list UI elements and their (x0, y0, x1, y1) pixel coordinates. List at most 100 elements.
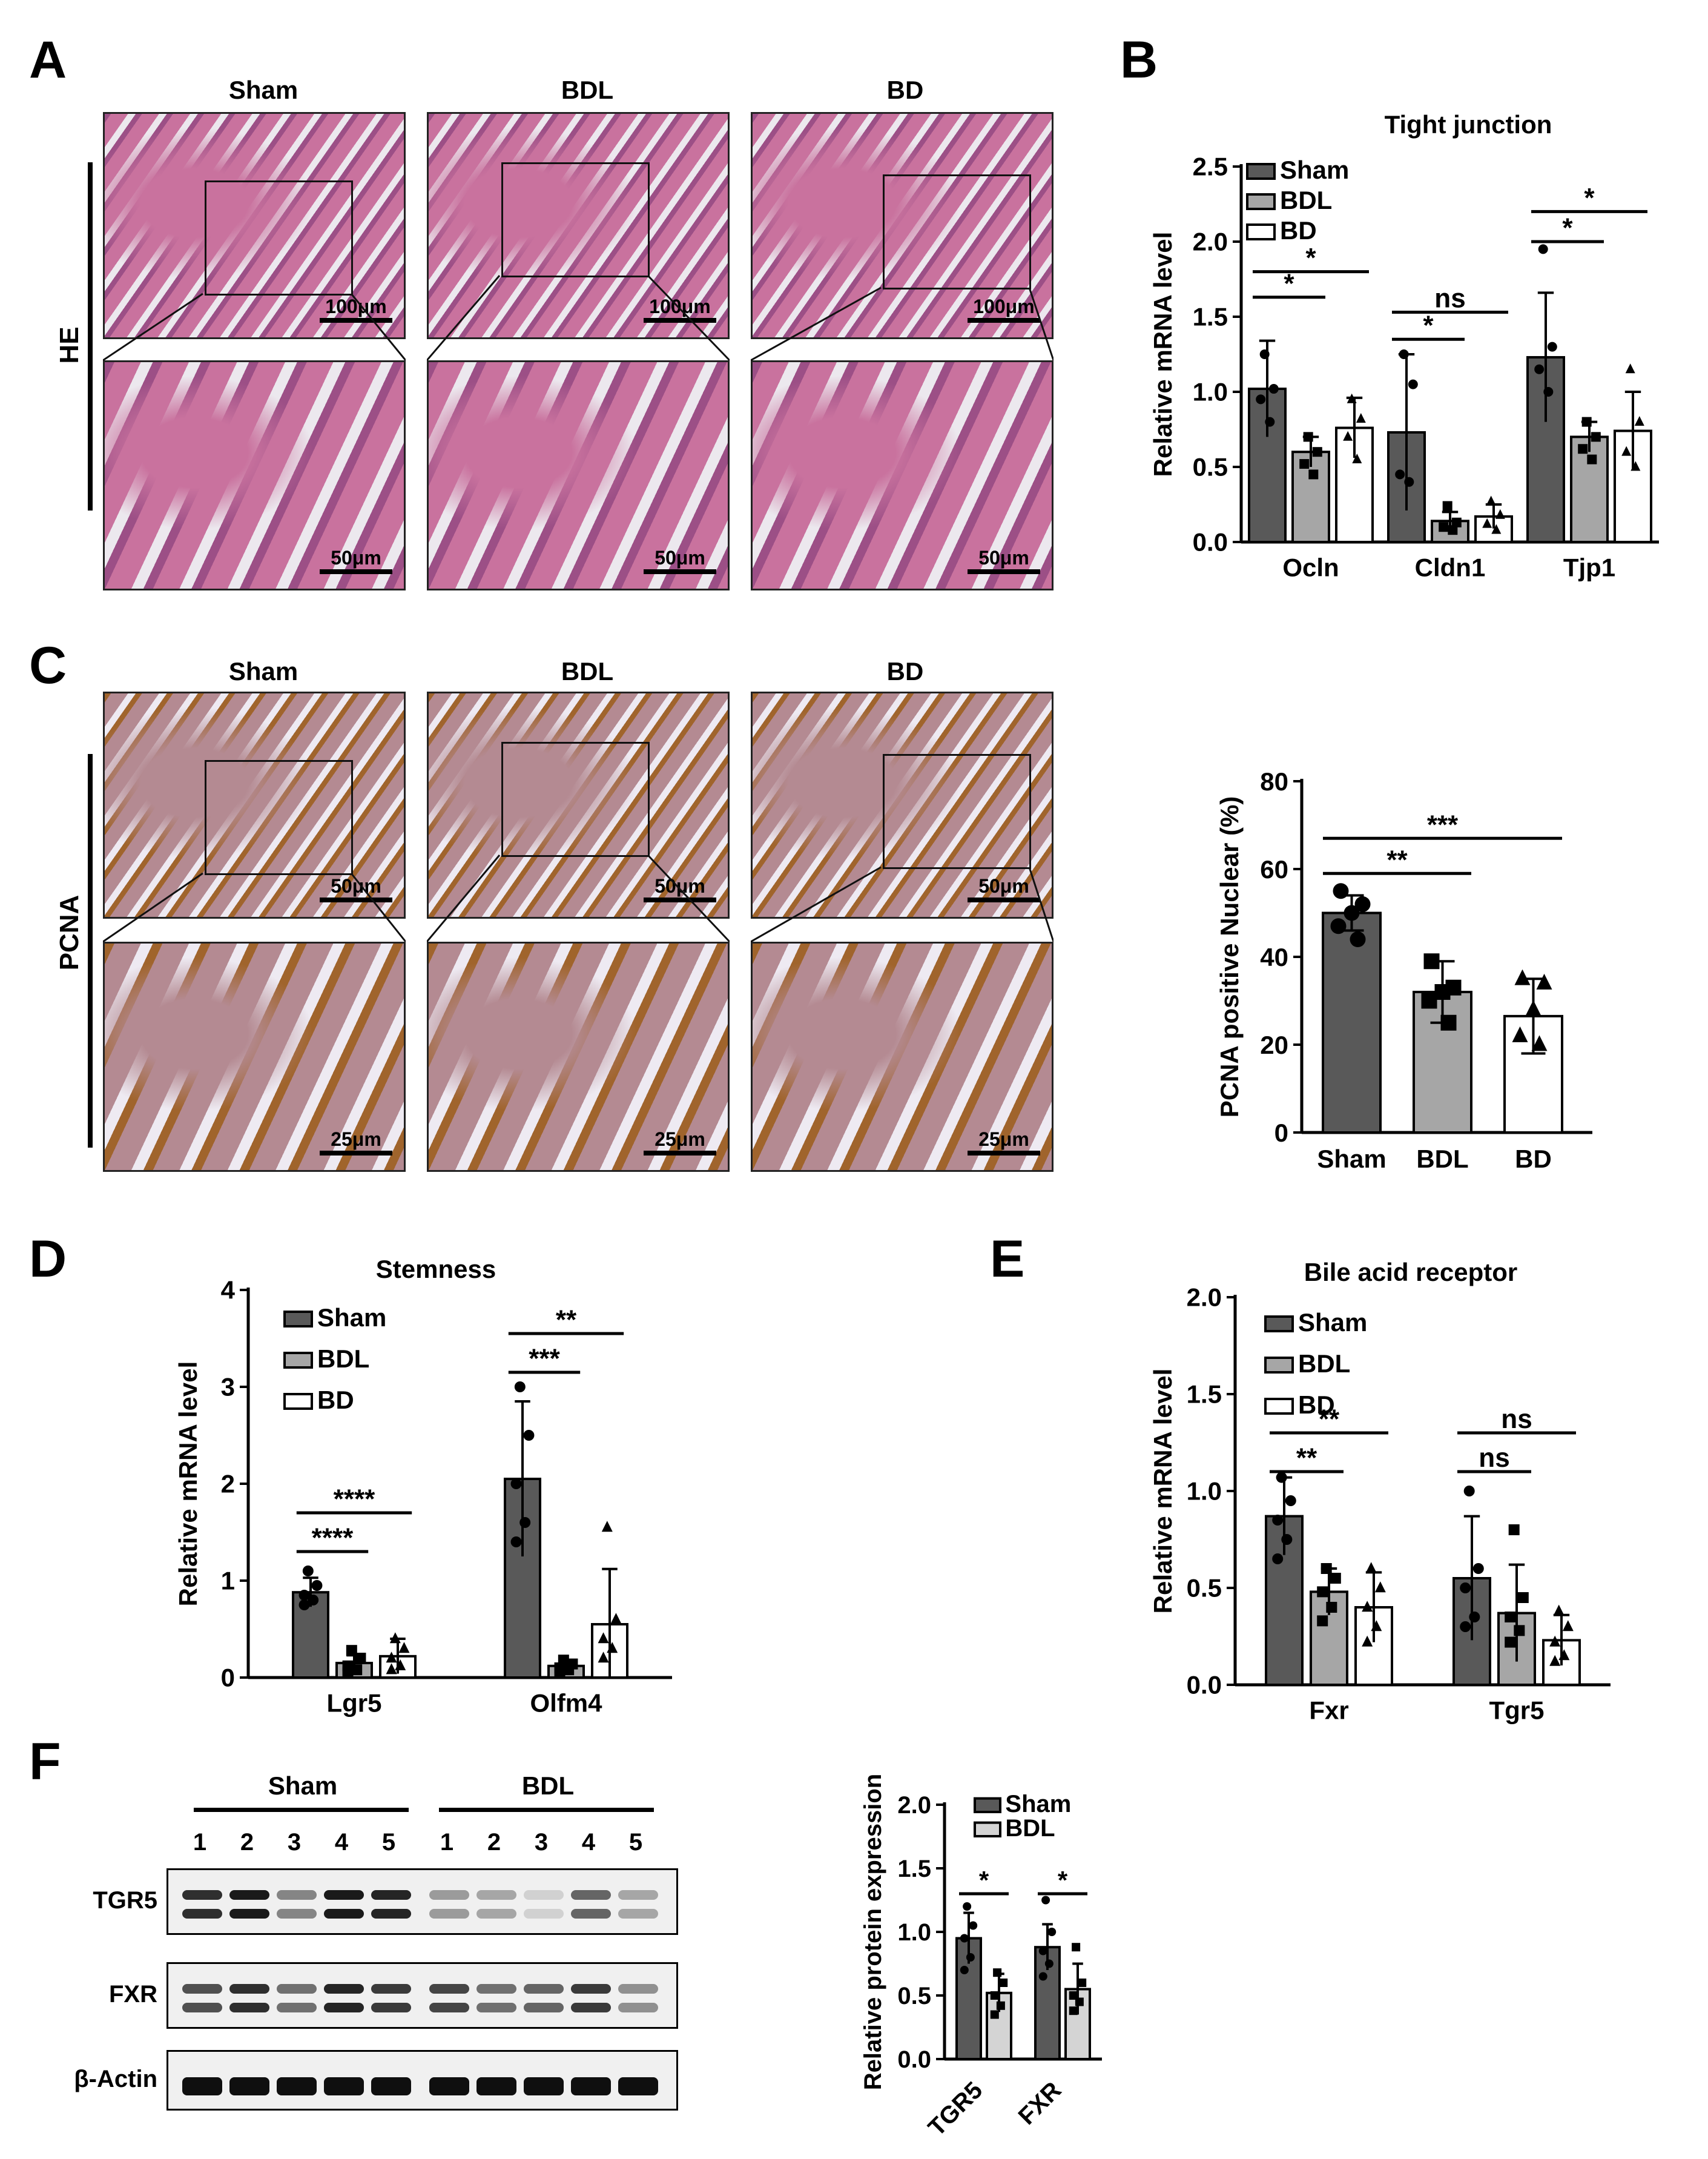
chart-d-point-1-0-1 (355, 1653, 366, 1664)
wb-band-0-6-1 (476, 1908, 516, 1919)
wb-band-0-8-1 (571, 1908, 611, 1919)
wb-band-1-6-0 (476, 1984, 516, 1994)
chart-c-xtick-label-0: Sham (1317, 1145, 1386, 1173)
chart-d-title: Stemness (376, 1255, 496, 1283)
wb-lane-label-0: 1 (193, 1829, 207, 1856)
chart-e-ytick-label-2: 1.0 (1187, 1477, 1222, 1506)
he-scale-bottom-1: 50μm (635, 547, 725, 574)
chart-b-ytick-label-1: 0.5 (1193, 453, 1228, 481)
chart-f-point-0-0-3 (966, 1953, 975, 1962)
chart-c-ylabel: PCNA positive Nuclear (%) (1215, 796, 1244, 1118)
chart-c-point-2-0 (1514, 969, 1531, 985)
chart-f-point-1-1-0 (1072, 1943, 1081, 1952)
chart-bile-acid-receptor: Bile acid receptor Relative mRNA level 0.0… (1149, 1258, 1611, 1725)
chart-d-point-2-0-3 (395, 1659, 406, 1670)
wb-band-0-4-1 (371, 1908, 411, 1919)
wb-band-0-0-0 (182, 1890, 222, 1900)
chart-e-point-1-1-4 (1505, 1636, 1516, 1648)
chart-b-point-2-0-0 (1347, 393, 1357, 403)
panel-letter-e: E (990, 1230, 1025, 1288)
chart-e-point-2-0-0 (1365, 1562, 1377, 1573)
chart-f-ytick-label-3: 1.5 (897, 1856, 931, 1882)
chart-c-point-0-4 (1350, 931, 1366, 947)
wb-band-0-9-0 (618, 1890, 658, 1900)
wb-band-1-4-1 (371, 2002, 411, 2012)
chart-c-point-2-4 (1531, 1035, 1548, 1051)
chart-e-point-1-0-4 (1317, 1615, 1328, 1627)
wb-lane-label-4: 5 (381, 1829, 396, 1856)
chart-e-point-0-1-4 (1460, 1621, 1471, 1632)
chart-f-ytick-label-1: 0.5 (897, 1983, 931, 2009)
chart-d-legend-label-2: BD (317, 1386, 354, 1414)
chart-f-point-0-1-3 (1044, 1959, 1053, 1968)
he-top-0: 100μm (103, 112, 406, 339)
he-scale-top-1: 100μm (635, 296, 725, 323)
chart-b-point-2-0-2 (1343, 431, 1353, 441)
chart-b-point-1-2-2 (1578, 444, 1588, 454)
wb-blot-fxr (167, 1962, 678, 2029)
chart-e-point-0-1-2 (1460, 1582, 1471, 1593)
chart-b-legend-swatch-1 (1246, 193, 1276, 210)
chart-b-point-1-0-3 (1308, 469, 1319, 480)
chart-e-ytick-label-3: 1.5 (1187, 1380, 1222, 1409)
he-bottom-1: 50μm (427, 360, 730, 590)
chart-f-point-0-1-2 (1038, 1946, 1047, 1956)
chart-e-point-1-0-1 (1330, 1573, 1341, 1584)
wb-band-1-6-1 (476, 2002, 516, 2012)
wb-blot-tgr5 (167, 1868, 678, 1935)
chart-b-point-1-2-0 (1581, 417, 1592, 427)
chart-b-point-1-0-0 (1303, 432, 1313, 442)
chart-b-xtick-label-2: Tjp1 (1563, 554, 1615, 582)
chart-e-legend-swatch-1 (1264, 1357, 1294, 1374)
chart-f-point-0-0-4 (960, 1966, 969, 1974)
panel-letter-f: F (29, 1733, 61, 1791)
chart-d-ytick-label-4: 4 (221, 1276, 236, 1304)
chart-d-legend-swatch-0 (283, 1311, 313, 1327)
chart-f-point-0-0-0 (963, 1902, 972, 1911)
wb-band-2-4-0 (371, 2077, 411, 2095)
pcna-condition-bdl: BDL (561, 657, 614, 686)
chart-e-point-0-1-1 (1472, 1563, 1484, 1574)
chart-b-sig-text-1-1: ns (1434, 284, 1465, 314)
chart-d-point-2-0-1 (398, 1642, 410, 1653)
pcna-scale-top-1: 50μm (635, 875, 725, 902)
chart-e-point-0-1-3 (1469, 1612, 1480, 1622)
panel-letter-d: D (29, 1230, 67, 1288)
chart-e-title: Bile acid receptor (1304, 1258, 1517, 1286)
chart-e-ytick-label-1: 0.5 (1187, 1574, 1222, 1602)
chart-d-point-0-1-3 (519, 1517, 531, 1528)
chart-d-ytick-label-3: 3 (221, 1373, 235, 1401)
chart-f-sig-text-0-0: * (979, 1866, 989, 1894)
chart-e-point-2-1-4 (1549, 1655, 1561, 1666)
chart-b-point-1-1-0 (1442, 501, 1452, 511)
chart-e-xtick-label-0: Fxr (1309, 1696, 1348, 1725)
chart-tight-junction: Tight junction Relative mRNA level 0.0 0.5 1… (1149, 110, 1659, 582)
chart-b-bar-bdl-2 (1570, 435, 1609, 544)
chart-e-point-2-0-3 (1371, 1620, 1382, 1632)
chart-c-point-0-0 (1333, 883, 1349, 899)
chart-b-point-0-2-2 (1534, 364, 1545, 374)
chart-protein-expression: Relative protein expression 0.0 0.5 1.0 1.5 2… (860, 1774, 1102, 2141)
chart-d-ytick-label-2: 2 (221, 1470, 235, 1498)
wb-band-1-0-1 (182, 2002, 222, 2012)
chart-e-legend-swatch-0 (1264, 1315, 1294, 1332)
pcna-inset-box-2 (883, 754, 1031, 869)
pcna-side-label: PCNA (54, 894, 84, 971)
he-condition-sham: Sham (228, 76, 298, 104)
wb-band-2-8-0 (571, 2077, 611, 2095)
chart-b-point-2-0-1 (1356, 413, 1366, 423)
wb-band-0-7-0 (524, 1890, 564, 1900)
chart-d-point-0-0-1 (311, 1580, 323, 1591)
chart-b-legend-label-1: BDL (1280, 186, 1332, 214)
chart-e-point-2-0-4 (1362, 1635, 1373, 1647)
wb-band-0-3-0 (324, 1890, 364, 1900)
he-condition-bd: BD (886, 76, 924, 104)
he-inset-box-1 (501, 162, 650, 277)
chart-d-point-1-0-0 (346, 1645, 357, 1656)
chart-e-point-1-1-3 (1514, 1625, 1525, 1636)
pcna-condition-bd: BD (886, 657, 924, 686)
chart-b-bar-bdl-0 (1291, 451, 1330, 544)
chart-d-point-2-1-4 (598, 1651, 609, 1663)
panel-letter-b: B (1120, 31, 1158, 89)
chart-c-point-1-0 (1423, 953, 1440, 970)
